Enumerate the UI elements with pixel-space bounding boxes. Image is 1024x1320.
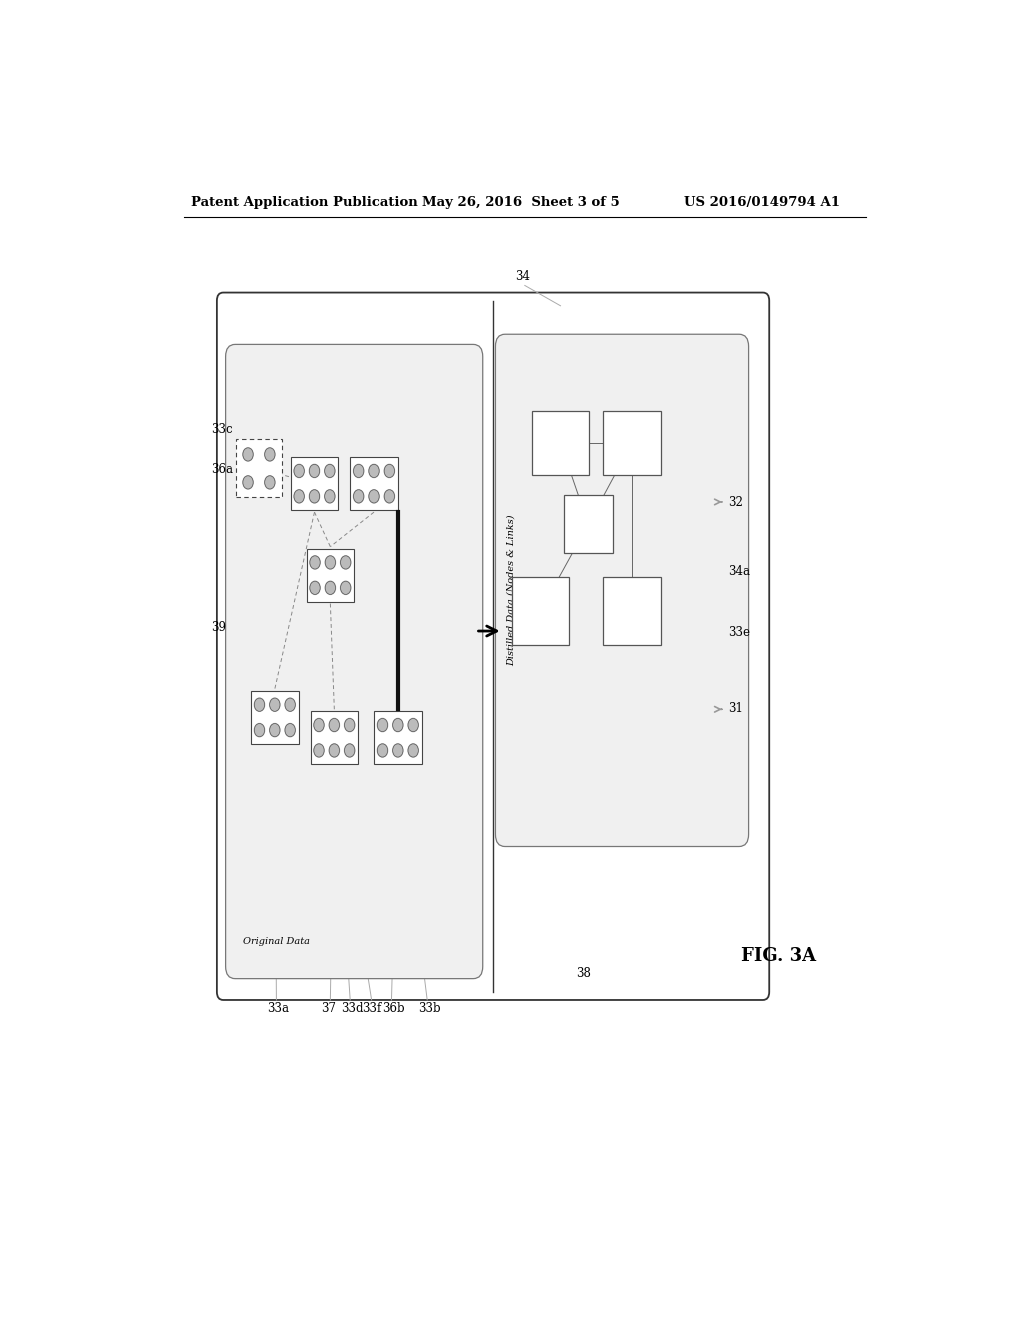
FancyBboxPatch shape: [374, 711, 422, 764]
Circle shape: [243, 475, 253, 488]
Circle shape: [264, 475, 275, 488]
Circle shape: [243, 447, 253, 461]
Circle shape: [285, 723, 295, 737]
Circle shape: [309, 490, 319, 503]
Circle shape: [384, 490, 394, 503]
FancyBboxPatch shape: [496, 334, 749, 846]
Circle shape: [353, 490, 364, 503]
Circle shape: [392, 718, 403, 731]
Circle shape: [310, 581, 321, 594]
Circle shape: [369, 465, 379, 478]
FancyBboxPatch shape: [350, 457, 397, 510]
Circle shape: [384, 465, 394, 478]
Circle shape: [269, 723, 280, 737]
Text: 33e: 33e: [728, 626, 750, 639]
Text: 39: 39: [211, 620, 226, 634]
Circle shape: [269, 698, 280, 711]
FancyBboxPatch shape: [225, 345, 482, 978]
Circle shape: [392, 744, 403, 758]
Text: 33d: 33d: [341, 1002, 364, 1015]
Circle shape: [294, 490, 304, 503]
FancyBboxPatch shape: [310, 711, 358, 764]
Circle shape: [313, 744, 325, 758]
Circle shape: [309, 465, 319, 478]
FancyBboxPatch shape: [563, 495, 613, 553]
Text: 34a: 34a: [728, 565, 750, 578]
Circle shape: [326, 556, 336, 569]
Text: 33c: 33c: [211, 422, 232, 436]
FancyBboxPatch shape: [603, 577, 660, 644]
Circle shape: [285, 698, 295, 711]
Circle shape: [377, 718, 388, 731]
Text: 34: 34: [515, 271, 530, 284]
Text: 32: 32: [728, 496, 742, 510]
Circle shape: [341, 581, 351, 594]
Circle shape: [329, 718, 340, 731]
Circle shape: [254, 698, 264, 711]
Text: 36b: 36b: [382, 1002, 404, 1015]
Text: 38: 38: [577, 966, 591, 979]
Circle shape: [325, 490, 335, 503]
Text: Original Data: Original Data: [243, 937, 310, 946]
Circle shape: [313, 718, 325, 731]
FancyBboxPatch shape: [603, 412, 660, 474]
Text: 33b: 33b: [418, 1002, 440, 1015]
Circle shape: [329, 744, 340, 758]
Circle shape: [294, 465, 304, 478]
Circle shape: [264, 447, 275, 461]
Circle shape: [377, 744, 388, 758]
Text: Patent Application Publication: Patent Application Publication: [191, 195, 418, 209]
Circle shape: [369, 490, 379, 503]
Text: US 2016/0149794 A1: US 2016/0149794 A1: [684, 195, 840, 209]
Circle shape: [326, 581, 336, 594]
Circle shape: [344, 744, 355, 758]
Circle shape: [310, 556, 321, 569]
Circle shape: [254, 723, 264, 737]
Text: 36a: 36a: [211, 463, 233, 477]
FancyBboxPatch shape: [512, 577, 569, 644]
Text: May 26, 2016  Sheet 3 of 5: May 26, 2016 Sheet 3 of 5: [422, 195, 620, 209]
Circle shape: [344, 718, 355, 731]
Circle shape: [341, 556, 351, 569]
Circle shape: [325, 465, 335, 478]
Text: FIG. 3A: FIG. 3A: [741, 948, 816, 965]
Text: Distilled Data (Nodes & Links): Distilled Data (Nodes & Links): [507, 515, 516, 667]
Circle shape: [353, 465, 364, 478]
FancyBboxPatch shape: [291, 457, 338, 510]
Text: 31: 31: [728, 702, 742, 715]
FancyBboxPatch shape: [531, 412, 589, 474]
Text: 37: 37: [321, 1002, 336, 1015]
FancyBboxPatch shape: [306, 549, 354, 602]
Circle shape: [408, 744, 419, 758]
Text: 33f: 33f: [362, 1002, 381, 1015]
FancyBboxPatch shape: [251, 690, 299, 744]
Circle shape: [408, 718, 419, 731]
FancyBboxPatch shape: [237, 440, 282, 498]
Text: 33a: 33a: [267, 1002, 289, 1015]
